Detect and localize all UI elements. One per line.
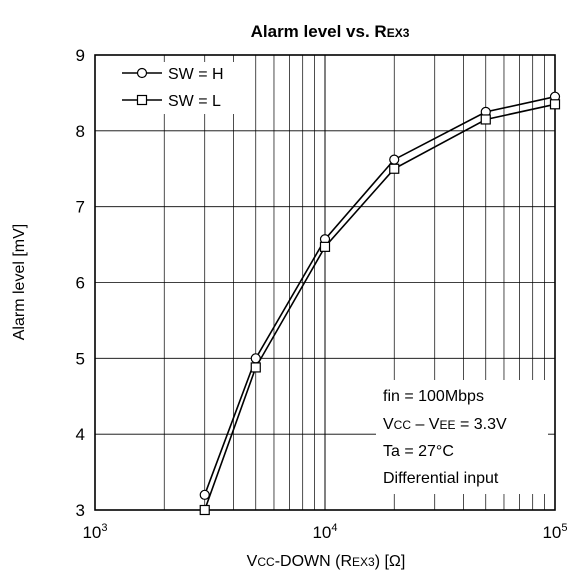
data-point-sw-l [480, 114, 491, 125]
data-point-sw-l [250, 362, 261, 373]
annotation-supply: VCC – VEE = 3.3V [383, 416, 507, 433]
data-point-sw-h [199, 489, 210, 500]
data-point-sw-h [389, 154, 400, 165]
plot-frame [94, 54, 556, 511]
annotation-fin: fin = 100Mbps [383, 388, 484, 405]
x-tick-label: 105 [542, 522, 567, 542]
legend-item-sw-l: SW = L [122, 93, 221, 110]
x-axis-label: VCC-DOWN (REX3) [Ω] [247, 553, 406, 570]
chart-title: Alarm level vs. REX3 [251, 22, 410, 41]
data-point-sw-l [199, 504, 210, 516]
y-tick-label: 9 [76, 46, 85, 65]
legend-marker-square [136, 94, 148, 106]
legend-item-sw-h: SW = H [122, 66, 224, 83]
annotation-input: Differential input [383, 470, 499, 487]
legend: SW = H SW = L [103, 62, 253, 114]
y-axis-label: Alarm level [mV] [11, 224, 28, 340]
data-point-sw-l [319, 241, 331, 252]
legend-label-sw-h: SW = H [168, 66, 224, 83]
legend-label-sw-l: SW = L [168, 93, 221, 110]
y-tick-label: 3 [76, 501, 85, 520]
series [199, 91, 561, 516]
y-tick-label: 6 [76, 274, 85, 293]
data-point-sw-l [389, 163, 400, 174]
annotation-temperature: Ta = 27°C [383, 443, 454, 460]
y-tick-label: 5 [76, 349, 85, 368]
series-line-sw-l [203, 103, 556, 511]
y-tick-label: 4 [76, 425, 85, 444]
data-point-sw-l [549, 99, 561, 110]
x-tick-label: 103 [82, 522, 107, 542]
axis-ticks: 3 4 5 6 7 8 9 103 104 105 [76, 46, 568, 542]
conditions-annotation: fin = 100Mbps VCC – VEE = 3.3V Ta = 27°C… [376, 380, 548, 494]
x-tick-label: 104 [312, 522, 337, 542]
y-tick-label: 7 [76, 198, 85, 217]
y-tick-label: 8 [76, 122, 85, 141]
series-line-sw-h [203, 95, 556, 496]
legend-marker-circle [136, 67, 148, 79]
